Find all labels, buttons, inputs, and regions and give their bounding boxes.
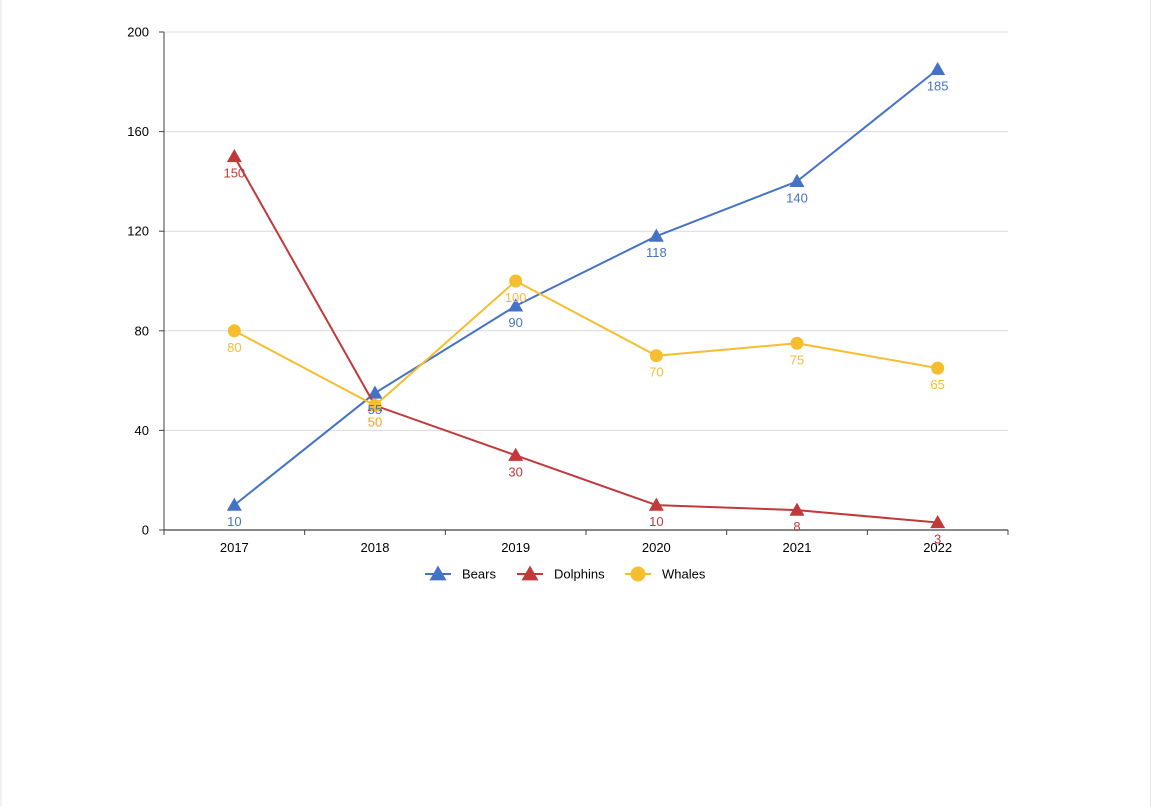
data-point-dolphins[interactable]	[930, 515, 946, 529]
data-point-bears[interactable]	[226, 497, 242, 511]
x-tick-label: 2021	[783, 540, 812, 555]
data-point-dolphins[interactable]	[508, 447, 524, 461]
data-label-bears: 90	[508, 315, 522, 330]
y-tick-label: 200	[127, 25, 149, 40]
x-tick-label: 2019	[501, 540, 530, 555]
x-tick-label: 2020	[642, 540, 671, 555]
data-label-whales: 80	[227, 340, 241, 355]
data-label-dolphins: 30	[508, 464, 522, 479]
data-point-whales[interactable]	[368, 399, 382, 412]
legend-marker	[630, 566, 646, 582]
y-tick-label: 0	[142, 523, 149, 538]
axes: 0 40 80 120 160 200 2017 2018 2019 2020 2021 2022	[127, 25, 1009, 555]
y-tick-label: 120	[127, 224, 149, 239]
data-label-whales: 75	[790, 352, 804, 367]
data-label-dolphins: 150	[223, 166, 245, 181]
data-label-whales: 65	[930, 377, 944, 392]
series-lines	[226, 61, 946, 529]
legend-item-whales[interactable]: Whales	[625, 566, 706, 582]
y-tick-label: 80	[135, 323, 149, 338]
legend-label: Dolphins	[554, 567, 605, 582]
legend-item-dolphins[interactable]: Dolphins	[517, 565, 605, 582]
data-point-bears[interactable]	[648, 228, 664, 242]
legend-label: Bears	[462, 567, 496, 582]
data-label-whales: 100	[505, 290, 527, 305]
x-tick-label: 2017	[220, 540, 249, 555]
data-label-bears: 118	[646, 245, 667, 260]
data-label-dolphins: 8	[793, 519, 800, 534]
y-tick-label: 160	[127, 124, 149, 139]
legend-label: Whales	[662, 567, 706, 582]
data-label-bears: 185	[927, 78, 949, 93]
legend-marker	[429, 565, 447, 581]
data-label-dolphins: 10	[649, 514, 663, 529]
data-point-whales[interactable]	[931, 361, 945, 375]
data-point-whales[interactable]	[509, 274, 523, 288]
data-point-whales[interactable]	[649, 349, 663, 363]
data-point-dolphins[interactable]	[789, 502, 805, 516]
data-label-dolphins: 50	[368, 415, 382, 430]
gridlines	[164, 31, 1008, 431]
legend-marker	[521, 565, 539, 581]
series-line-whales[interactable]	[233, 280, 938, 407]
data-point-bears[interactable]	[930, 61, 946, 75]
data-point-bears[interactable]	[508, 298, 524, 312]
data-label-bears: 55	[368, 402, 382, 417]
data-point-dolphins[interactable]	[226, 149, 242, 163]
data-label-bears: 140	[786, 190, 808, 205]
series-line-bears[interactable]	[233, 68, 939, 506]
x-tick-label: 2022	[923, 540, 952, 555]
data-point-bears[interactable]	[367, 385, 383, 399]
data-point-whales[interactable]	[227, 324, 241, 338]
legend-item-bears[interactable]: Bears	[425, 565, 496, 582]
data-point-whales[interactable]	[790, 336, 804, 350]
data-label-whales: 50	[368, 415, 382, 430]
data-label-bears: 10	[227, 514, 241, 529]
data-point-dolphins[interactable]	[648, 497, 664, 511]
data-label-whales: 70	[649, 365, 663, 380]
left-edge-divider	[0, 0, 2, 806]
y-tick-label: 40	[135, 423, 149, 438]
legend[interactable]: Bears Dolphins Whales	[425, 565, 706, 582]
series-line-dolphins[interactable]	[233, 156, 938, 524]
data-point-bears[interactable]	[789, 173, 805, 188]
x-tick-label: 2018	[361, 540, 390, 555]
data-label-dolphins: 3	[934, 532, 941, 547]
